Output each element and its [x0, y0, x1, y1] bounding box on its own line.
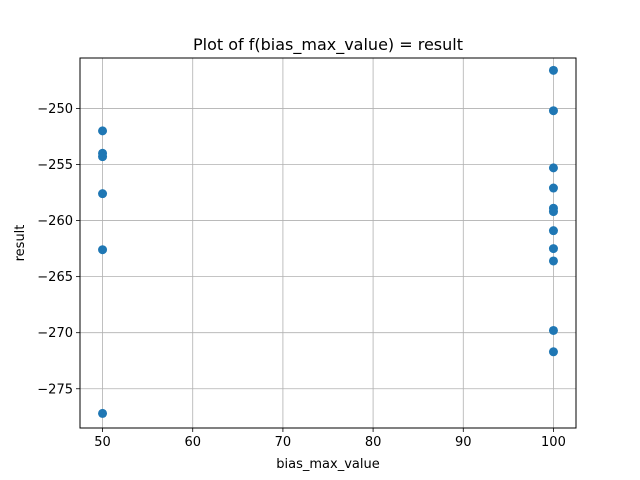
y-tick-label: −265 [37, 270, 73, 285]
scatter-point [98, 408, 108, 418]
scatter-point [98, 189, 108, 199]
scatter-point [548, 226, 558, 236]
scatter-point [98, 152, 108, 162]
x-axis-label: bias_max_value [276, 457, 379, 472]
plot-area-frame [79, 57, 577, 429]
x-tick-label: 100 [541, 435, 566, 450]
x-tick-label: 50 [94, 435, 111, 450]
scatter-point [548, 256, 558, 266]
x-tick-label: 80 [365, 435, 382, 450]
scatter-point [548, 106, 558, 116]
scatter-point [98, 245, 108, 255]
y-tick-label: −275 [37, 382, 73, 397]
scatter-point [548, 244, 558, 254]
y-tick-label: −250 [37, 102, 73, 117]
scatter-point [98, 126, 108, 136]
grid [80, 58, 576, 428]
y-tick-label: −255 [37, 158, 73, 173]
scatter-point [548, 325, 558, 335]
data-points [98, 65, 558, 418]
y-axis-label: result [13, 225, 28, 262]
scatter-point [548, 183, 558, 193]
y-tick-label: −260 [37, 214, 73, 229]
scatter-point [548, 347, 558, 357]
y-tick-label: −270 [37, 326, 73, 341]
chart-title: Plot of f(bias_max_value) = result [193, 35, 463, 55]
scatter-point [548, 65, 558, 75]
x-tick-label: 70 [275, 435, 292, 450]
scatter-point [548, 207, 558, 217]
x-tick-label: 90 [455, 435, 472, 450]
x-tick-label: 60 [184, 435, 201, 450]
axis-ticks: 50 60 70 80 90 100 −275 −270 −265 −260 −255 −250 [37, 102, 566, 450]
scatter-point [548, 163, 558, 173]
